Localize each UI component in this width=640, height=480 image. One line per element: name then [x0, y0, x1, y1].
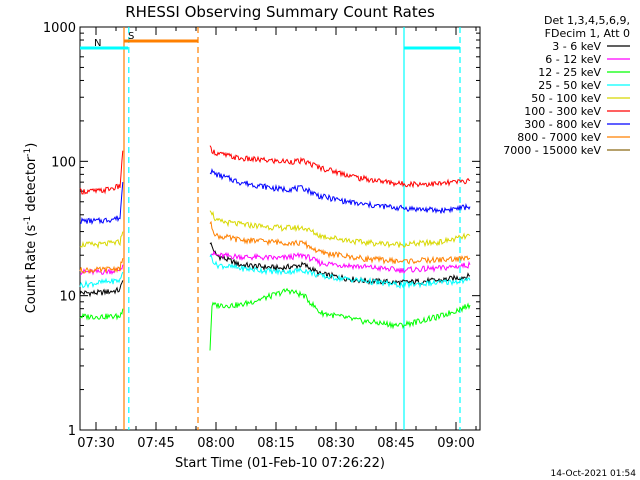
legend-header-line: FDecim 1, Att 0 — [545, 27, 630, 40]
legend-item-label: 800 - 7000 keV — [517, 131, 601, 144]
series-line-5-seg-1 — [209, 145, 471, 189]
series-line-4-seg-0 — [79, 231, 124, 250]
legend-item-label: 100 - 300 keV — [524, 105, 601, 118]
series-line-2-seg-0 — [79, 308, 124, 321]
x-tick-label: 09:00 — [437, 436, 474, 451]
legend-item-label: 7000 - 15000 keV — [503, 144, 601, 157]
chart-title: RHESSI Observing Summary Count Rates — [125, 3, 435, 21]
legend-item-label: 6 - 12 keV — [545, 53, 601, 66]
series-line-7-seg-1 — [209, 220, 471, 265]
x-tick-label: 08:30 — [317, 436, 354, 451]
plot-frame — [79, 26, 481, 431]
footer-timestamp: 14-Oct-2021 01:54 — [551, 469, 637, 479]
legend-header-line: Det 1,3,4,5,6,9, — [544, 14, 630, 27]
series-line-2-seg-1 — [209, 287, 471, 351]
series-line-3-seg-0 — [79, 271, 124, 289]
y-tick-label: 1000 — [43, 21, 76, 36]
series-line-6-seg-0 — [79, 182, 124, 226]
flag-label-N: N — [94, 38, 101, 49]
x-tick-label: 07:30 — [77, 436, 114, 451]
legend: Det 1,3,4,5,6,9,FDecim 1, Att 03 - 6 keV… — [503, 14, 630, 157]
series-line-3-seg-1 — [209, 253, 471, 289]
series-line-1-seg-1 — [209, 250, 471, 275]
y-axis-label: Count Rate (s-1 detector-1) — [23, 143, 39, 314]
y-tick-label: 10 — [59, 290, 76, 305]
y-axis-label-mid: detector — [24, 156, 39, 216]
series-line-6-seg-1 — [209, 168, 471, 214]
legend-item-label: 50 - 100 keV — [531, 92, 601, 105]
series-line-5-seg-0 — [79, 150, 124, 195]
x-tick-label: 08:15 — [257, 436, 294, 451]
x-tick-label: 07:45 — [137, 436, 174, 451]
x-tick-label: 08:45 — [377, 436, 414, 451]
legend-item-label: 12 - 25 keV — [538, 66, 601, 79]
y-tick-label: 100 — [51, 155, 76, 170]
flag-label-S: S — [128, 31, 134, 42]
y-axis-label-prefix: Count Rate (s — [24, 225, 39, 314]
y-axis-label-suffix: ) — [24, 143, 39, 148]
x-tick-label: 08:00 — [197, 436, 234, 451]
legend-item-label: 300 - 800 keV — [524, 118, 601, 131]
plot-area: 1 10 100 1000 07:30 07:45 08:00 08:15 08:30 08:45… — [43, 21, 481, 451]
y-tick-label: 1 — [68, 424, 76, 439]
series-line-4-seg-1 — [209, 210, 471, 249]
series-line-7-seg-0 — [79, 258, 124, 275]
y-axis-label-exp-1: -1 — [23, 216, 33, 225]
y-axis-label-exp-2: -1 — [23, 148, 33, 157]
legend-item-label: 3 - 6 keV — [552, 40, 601, 53]
x-axis-label: Start Time (01-Feb-10 07:26:22) — [175, 456, 385, 471]
series-line-0-seg-0 — [79, 280, 124, 298]
legend-item-label: 25 - 50 keV — [538, 79, 601, 92]
